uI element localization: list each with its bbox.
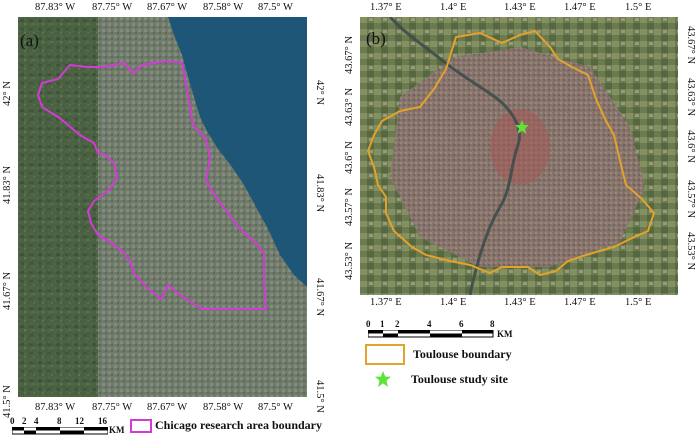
- legend-star-icon: [375, 371, 391, 387]
- scale-number: 16: [98, 416, 107, 426]
- scale-number: 0: [366, 319, 371, 329]
- top-tick-label: 87.75° W: [92, 2, 133, 13]
- legend-label-toulouse-site: Toulouse study site: [411, 372, 508, 386]
- scale-number: 12: [75, 416, 84, 426]
- left-tick-label: 43.53° N: [344, 241, 355, 280]
- right-tick-label: 42° N: [314, 80, 325, 105]
- chicago-boundary: [36, 59, 268, 310]
- scale-number: 4: [34, 416, 39, 426]
- top-tick-label: 87.5° W: [258, 2, 293, 13]
- legend-swatch-chicago: [130, 419, 152, 433]
- right-tick-label: 41.67° N: [314, 278, 325, 317]
- lake-michigan: [168, 17, 307, 287]
- left-tick-label: 43.57° N: [344, 187, 355, 226]
- map-panel-toulouse: (b): [360, 17, 678, 295]
- garonne-river: [388, 17, 521, 295]
- bottom-tick-label: 87.58° W: [203, 402, 244, 413]
- right-tick-label: 43.53° N: [685, 232, 696, 271]
- right-tick-label: 41.5° N: [314, 380, 325, 413]
- left-tick-label: 41.83° N: [2, 165, 13, 204]
- scale-number: 2: [22, 416, 27, 426]
- left-tick-label: 43.6° N: [344, 141, 355, 174]
- panel-a-tag: (a): [20, 31, 39, 50]
- bottom-tick-label: 1.5° E: [625, 297, 652, 308]
- right-tick-label: 43.57° N: [685, 180, 696, 219]
- left-tick-label: 41.5° N: [2, 385, 13, 418]
- top-tick-label: 1.43° E: [504, 2, 536, 13]
- left-tick-label: 43.67° N: [344, 35, 355, 74]
- top-tick-label: 1.37° E: [370, 2, 402, 13]
- left-tick-label: 42° N: [2, 81, 13, 106]
- top-tick-label: 87.83° W: [35, 2, 76, 13]
- bottom-tick-label: 1.43° E: [504, 297, 536, 308]
- bottom-tick-label: 87.83° W: [35, 402, 76, 413]
- top-tick-label: 1.4° E: [440, 2, 467, 13]
- bottom-tick-label: 1.47° E: [564, 297, 596, 308]
- right-tick-label: 43.67° N: [685, 26, 696, 65]
- bottom-tick-label: 1.4° E: [440, 297, 467, 308]
- toulouse-study-site-star: [515, 120, 529, 134]
- bottom-tick-label: 87.5° W: [258, 402, 293, 413]
- scale-unit: KM: [109, 425, 125, 435]
- right-tick-label: 43.6° N: [685, 130, 696, 163]
- top-tick-label: 1.47° E: [564, 2, 596, 13]
- top-tick-label: 87.67° W: [147, 2, 188, 13]
- scale-number: 8: [57, 416, 62, 426]
- top-tick-label: 87.58° W: [203, 2, 244, 13]
- panel-b-tag: (b): [366, 29, 386, 48]
- bottom-tick-label: 1.37° E: [370, 297, 402, 308]
- toulouse-boundary: [366, 29, 656, 277]
- legend-label-chicago: Chicago research area boundary: [155, 418, 322, 432]
- bottom-tick-label: 87.75° W: [92, 402, 133, 413]
- scale-number: 8: [490, 319, 495, 329]
- bottom-tick-label: 87.67° W: [147, 402, 188, 413]
- right-tick-label: 41.83° N: [314, 174, 325, 213]
- scale-number: 2: [395, 319, 400, 329]
- left-tick-label: 43.63° N: [344, 87, 355, 126]
- left-tick-label: 41.67° N: [2, 271, 13, 310]
- map-panel-chicago: (a): [18, 17, 307, 397]
- toulouse-satellite-image: [360, 17, 678, 295]
- scale-number: 0: [10, 416, 15, 426]
- chicago-satellite-image: [18, 17, 307, 397]
- scale-bar-graphic: [368, 330, 494, 338]
- scale-number: 1: [380, 319, 385, 329]
- scale-unit: KM: [497, 329, 513, 339]
- scale-number: 6: [459, 319, 464, 329]
- top-tick-label: 1.5° E: [625, 2, 652, 13]
- right-tick-label: 43.63° N: [685, 78, 696, 117]
- scale-number: 4: [427, 319, 432, 329]
- scale-bar-graphic: [12, 427, 108, 435]
- legend-swatch-toulouse: [365, 344, 405, 365]
- legend-label-toulouse-boundary: Toulouse boundary: [413, 347, 512, 361]
